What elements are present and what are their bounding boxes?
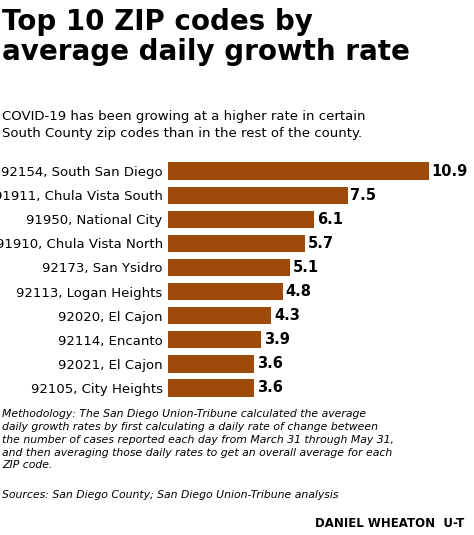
Text: Methodology: The San Diego Union-Tribune calculated the average
daily growth rat: Methodology: The San Diego Union-Tribune… xyxy=(2,409,394,470)
Bar xyxy=(168,259,290,276)
Bar xyxy=(168,331,262,348)
Text: 3.6: 3.6 xyxy=(257,356,283,371)
Text: 3.9: 3.9 xyxy=(264,332,290,347)
Text: 5.1: 5.1 xyxy=(293,260,319,275)
Text: Top 10 ZIP codes by
average daily growth rate: Top 10 ZIP codes by average daily growth… xyxy=(2,8,410,66)
Bar xyxy=(168,307,271,324)
Text: COVID-19 has been growing at a higher rate in certain
South County zip codes tha: COVID-19 has been growing at a higher ra… xyxy=(2,110,366,140)
Bar xyxy=(168,187,347,204)
Text: 4.3: 4.3 xyxy=(274,308,300,323)
Bar xyxy=(168,211,314,228)
Text: Sources: San Diego County; San Diego Union-Tribune analysis: Sources: San Diego County; San Diego Uni… xyxy=(2,490,339,500)
Text: DANIEL WHEATON  U-T: DANIEL WHEATON U-T xyxy=(315,517,465,530)
Bar xyxy=(168,235,304,252)
Text: 3.6: 3.6 xyxy=(257,380,283,395)
Text: 4.8: 4.8 xyxy=(286,284,312,299)
Text: 5.7: 5.7 xyxy=(307,236,333,251)
Text: 6.1: 6.1 xyxy=(317,212,343,227)
Text: 7.5: 7.5 xyxy=(350,188,376,203)
Bar xyxy=(168,355,255,372)
Bar xyxy=(168,283,283,300)
Text: 10.9: 10.9 xyxy=(432,164,468,179)
Bar xyxy=(168,163,429,180)
Bar xyxy=(168,379,255,396)
